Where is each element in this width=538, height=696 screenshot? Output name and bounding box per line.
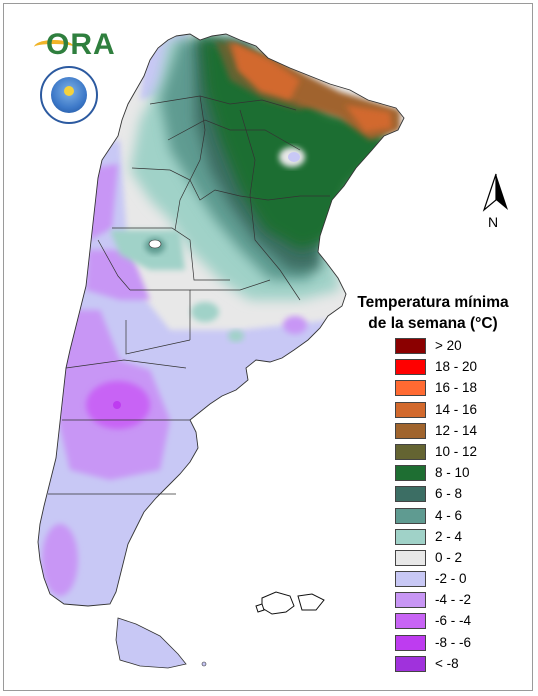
legend-label: -6 - -4 <box>435 613 472 629</box>
legend-label: 8 - 10 <box>435 465 470 481</box>
legend-title: Temperatura mínima de la semana (°C) <box>333 292 533 334</box>
legend-label: > 20 <box>435 338 462 353</box>
ora-logo-text: ORA <box>46 28 116 61</box>
legend-title-line1: Temperatura mínima <box>357 294 509 311</box>
legend-swatch <box>395 507 426 524</box>
legend-label: -8 - -6 <box>435 634 472 650</box>
legend-swatch <box>395 592 426 609</box>
legend-label: < -8 <box>435 655 459 671</box>
tierra-del-fuego <box>115 617 187 669</box>
legend-label: 4 - 6 <box>435 507 463 523</box>
legend-label: -4 - -2 <box>435 592 472 608</box>
smn-logo <box>40 66 98 124</box>
ora-logo: ORA <box>34 28 115 61</box>
legend-label: 18 - 20 <box>435 359 478 375</box>
ora-swoosh-icon <box>34 40 74 54</box>
legend-swatch <box>395 359 426 376</box>
legend-swatch <box>395 422 426 439</box>
legend-swatch <box>395 655 426 672</box>
legend-swatch <box>395 549 426 566</box>
legend-label: 16 - 18 <box>435 380 478 396</box>
legend-swatch <box>395 571 426 588</box>
legend-swatch <box>395 401 426 418</box>
north-label: N <box>488 214 499 230</box>
legend-swatch <box>395 634 426 651</box>
legend-swatch <box>395 528 426 545</box>
legend-label: 14 - 16 <box>435 401 478 417</box>
north-arrow: N <box>478 172 514 232</box>
smn-sun-icon <box>64 86 74 96</box>
legend-label: 6 - 8 <box>435 486 463 502</box>
legend-label: -2 - 0 <box>435 571 467 587</box>
legend-label: 2 - 4 <box>435 528 463 544</box>
legend-swatch <box>395 380 426 397</box>
legend-swatch <box>395 465 426 482</box>
legend-label: 12 - 14 <box>435 422 478 438</box>
legend-label: 10 - 12 <box>435 443 478 459</box>
malvinas-islands <box>255 591 325 615</box>
legend-swatch <box>395 486 426 503</box>
legend-swatch <box>395 613 426 630</box>
legend-swatch <box>395 443 426 460</box>
legend-title-line2: de la semana (°C) <box>368 315 498 332</box>
province-borders <box>48 95 330 495</box>
legend-label: 0 - 2 <box>435 549 463 565</box>
north-arrow-icon <box>482 173 508 212</box>
legend-swatch <box>395 338 426 354</box>
map-frame <box>3 3 533 691</box>
